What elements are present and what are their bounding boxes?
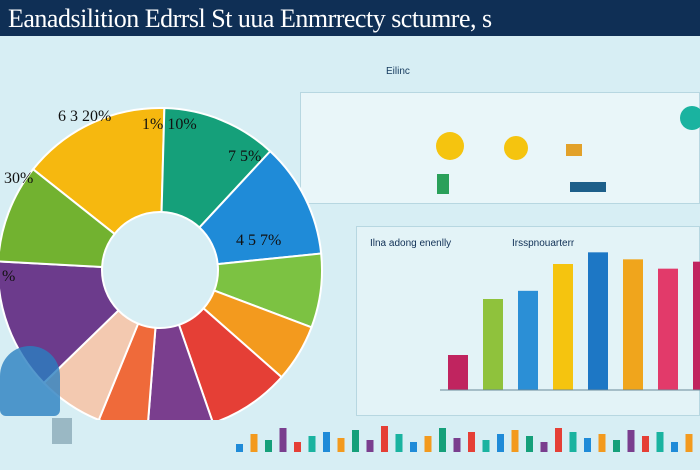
mini-bar: [526, 436, 533, 452]
mini-bar: [497, 434, 504, 452]
mini-bar: [656, 432, 664, 452]
pie-center: [104, 214, 216, 326]
bar: [693, 261, 700, 390]
wind-turbine-icon: [570, 182, 606, 192]
title-bar: Eanadsilition Edrrsl St uua Enmrrecty sc…: [0, 0, 700, 36]
mini-bar: [439, 428, 446, 452]
mini-bar: [410, 442, 417, 452]
pie-label-6: %: [2, 268, 16, 285]
decorative-figure: [0, 346, 60, 416]
mini-bar: [279, 428, 287, 452]
bar: [658, 268, 678, 390]
info-panel: [300, 92, 700, 204]
pie-slice: [177, 306, 283, 420]
sun-icon: [504, 136, 528, 160]
mini-bar: [381, 426, 388, 452]
mini-bar: [569, 432, 577, 452]
mini-bar: [236, 444, 243, 452]
mini-bar: [627, 430, 635, 452]
bar: [623, 259, 643, 390]
bar-chart: [440, 252, 700, 391]
bar: [448, 355, 468, 390]
mini-bar: [265, 440, 272, 452]
mini-bar: [395, 434, 403, 452]
mini-bar: [308, 436, 316, 452]
globe-icon: [680, 106, 700, 130]
bar: [483, 299, 503, 390]
bar-header-right: Irsspnouarterr: [512, 238, 575, 249]
mini-bar: [468, 432, 475, 452]
sun-icon: [436, 132, 464, 160]
info-icon-row: [370, 106, 700, 160]
mini-bar: [352, 430, 359, 452]
mini-bar: [337, 438, 345, 452]
pie-label-5: 30%: [4, 170, 34, 187]
mini-bar: [555, 428, 562, 452]
mini-bar: [598, 434, 606, 452]
mini-bar: [294, 442, 301, 452]
pie-slice: [198, 149, 323, 266]
mini-bar-chart: [236, 426, 693, 452]
tree-icon: [437, 174, 449, 194]
decorative-box: [52, 418, 72, 444]
pie-slice: [0, 167, 116, 268]
mini-bar: [482, 440, 490, 452]
pie-chart: [0, 107, 323, 420]
info-panel-caption: Eilinc: [386, 66, 410, 77]
mini-bar: [323, 432, 330, 452]
mini-bar: [613, 440, 620, 452]
mini-bar: [642, 436, 649, 452]
mini-bar: [540, 442, 548, 452]
page-title: Eanadsilition Edrrsl St uua Enmrrecty sc…: [8, 4, 492, 33]
box-icon: [566, 144, 582, 156]
pie-label-1: 6 3 20%: [58, 108, 112, 125]
mini-bar: [424, 436, 432, 452]
mini-bar: [685, 434, 693, 452]
pie-label-4: 4 5 7%: [236, 232, 282, 249]
pie-slice: [31, 107, 166, 236]
mini-bar: [584, 438, 591, 452]
mini-bar: [511, 430, 519, 452]
mini-bar: [366, 440, 374, 452]
mini-bar: [250, 434, 258, 452]
pie-label-3: 7 5%: [228, 148, 262, 165]
mini-bar: [671, 442, 678, 452]
pie-label-2: 1% 10%: [142, 116, 197, 133]
mini-bar: [453, 438, 461, 452]
bar: [518, 290, 538, 390]
bar: [553, 264, 573, 390]
pie-slice: [160, 107, 272, 229]
bar: [588, 252, 608, 390]
bar-header-left: Ilna adong enenlly: [370, 238, 452, 249]
pie-slice: [147, 323, 214, 420]
